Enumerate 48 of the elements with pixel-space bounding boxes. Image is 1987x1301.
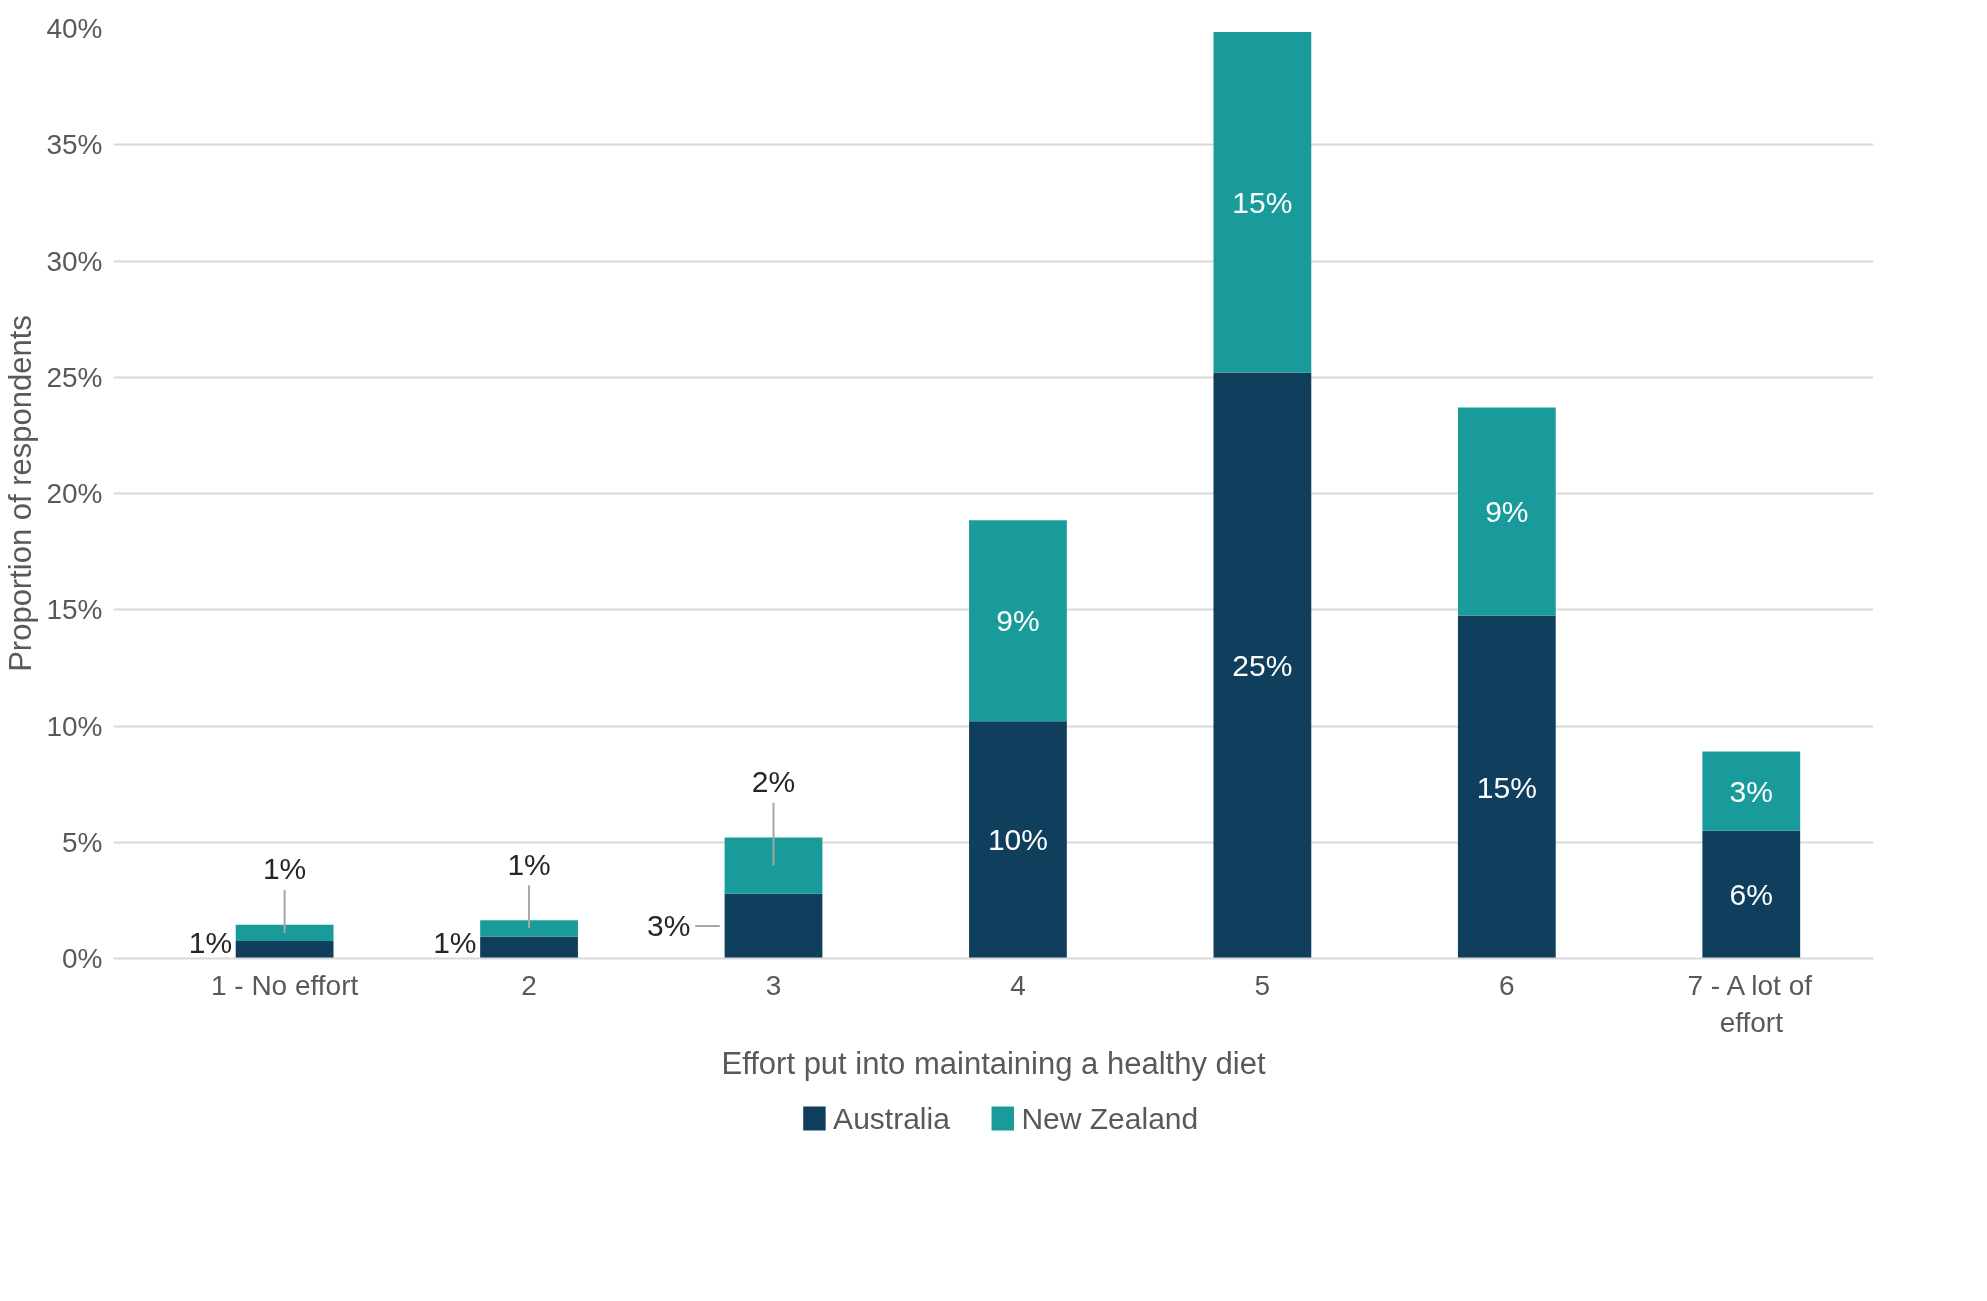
y-tick-label: 30% — [46, 245, 103, 277]
bar — [969, 721, 1067, 959]
x-tick-label: 7 - A lot of effort — [1687, 969, 1813, 1038]
data-label: 1% — [433, 925, 477, 959]
data-label: 9% — [1485, 495, 1529, 529]
data-label: 6% — [1729, 878, 1773, 912]
x-axis-title: Effort put into maintaining a healthy diet — [721, 1045, 1266, 1081]
data-label: 15% — [1232, 185, 1293, 219]
data-label: 2% — [751, 765, 796, 799]
bar — [235, 941, 334, 959]
legend-label: Australia — [833, 1102, 951, 1135]
y-tick-label: 15% — [46, 594, 103, 626]
data-label: 1% — [262, 852, 307, 886]
x-tick-label: 4 — [1010, 969, 1026, 1001]
x-tick-label: 1 - No effort — [210, 969, 359, 1001]
y-tick-label: 25% — [46, 361, 103, 393]
bar — [1213, 31, 1312, 373]
bar — [1213, 372, 1312, 959]
bar — [724, 893, 823, 959]
y-tick-label: 40% — [46, 13, 103, 44]
bar — [480, 936, 578, 959]
bar — [480, 920, 578, 937]
y-tick-label: 20% — [46, 478, 103, 509]
bar — [1702, 751, 1801, 831]
data-label: 3% — [647, 909, 691, 943]
legend-label: New Zealand — [1021, 1102, 1199, 1135]
x-tick-label: 2 — [521, 969, 537, 1001]
bar — [1702, 830, 1801, 959]
x-tick-label: 6 — [1499, 969, 1515, 1001]
bar — [1457, 615, 1556, 959]
x-tick-label: 5 — [1254, 969, 1271, 1001]
y-tick-label: 10% — [46, 710, 103, 742]
y-tick-label: 35% — [46, 129, 103, 161]
data-label: 25% — [1232, 649, 1293, 683]
y-axis-title: Proportion of respondents — [3, 315, 39, 672]
data-label: 15% — [1476, 770, 1537, 804]
data-label: 3% — [1729, 774, 1773, 808]
x-tick-label: 3 — [765, 969, 782, 1001]
data-label: 1% — [188, 925, 233, 959]
data-label: 10% — [987, 823, 1048, 857]
y-tick-label: 5% — [62, 826, 103, 858]
data-label: 9% — [996, 604, 1040, 638]
bar — [724, 837, 823, 894]
data-label: 1% — [507, 847, 551, 881]
bar — [969, 520, 1067, 722]
bar — [1457, 407, 1556, 616]
y-tick-label: 0% — [62, 943, 103, 974]
bar — [235, 924, 334, 942]
